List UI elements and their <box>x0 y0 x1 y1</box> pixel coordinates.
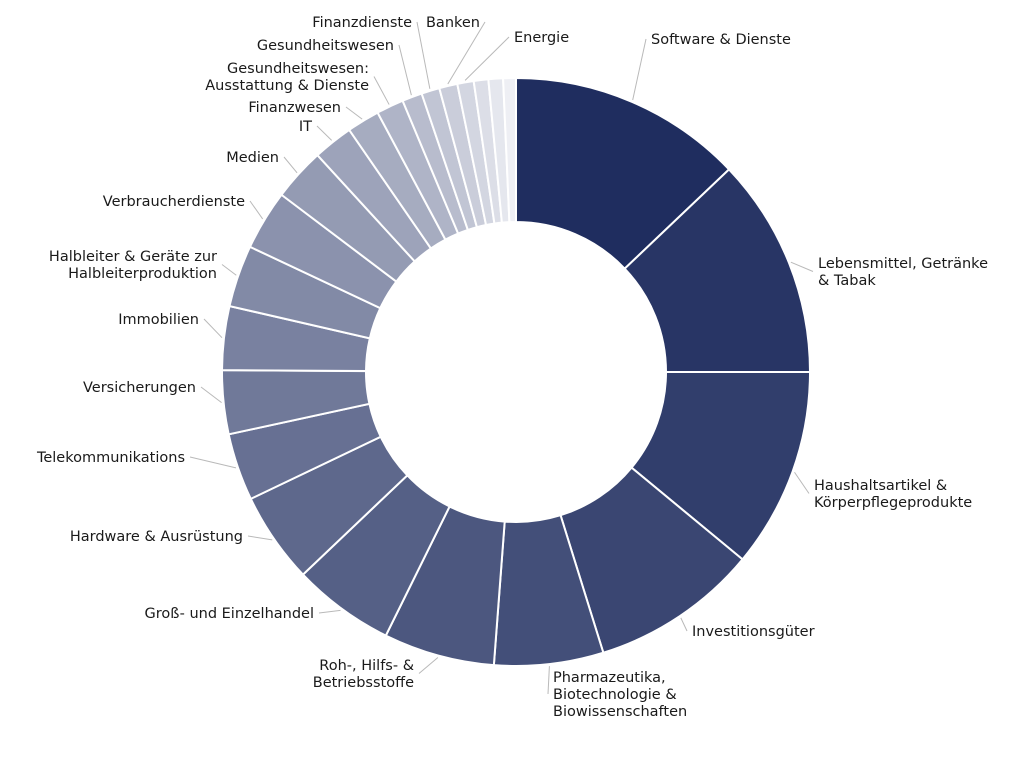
label-line: Lebensmittel, Getränke <box>818 256 988 272</box>
label-line: Hardware & Ausrüstung <box>70 529 243 545</box>
label-gross-und-einzelhandel: Groß- und Einzelhandel <box>144 606 314 622</box>
label-pharmazeutika-biotechnologie-biowissenschaften: Pharmazeutika, Biotechnologie & Biowissens… <box>553 670 687 720</box>
label-banken: Banken <box>426 15 480 31</box>
label-line: Finanzwesen <box>248 100 341 116</box>
leader-line-versicherungen <box>200 386 222 404</box>
label-haushaltsartikel-koerperpflegeprodukte: Haushaltsartikel & Körperpflegeprodukte <box>814 478 972 511</box>
label-line: Biowissenschaften <box>553 704 687 720</box>
label-verbraucherdienste: Verbraucherdienste <box>103 194 245 210</box>
label-line: IT <box>299 119 312 135</box>
label-medien: Medien <box>226 150 279 166</box>
label-hardware-ausruestung: Hardware & Ausrüstung <box>70 529 243 545</box>
leader-line-finanzdienste <box>416 21 431 89</box>
label-line: Ausstattung & Dienste <box>205 78 369 94</box>
leader-line-it <box>316 125 333 141</box>
leader-line-software-dienste <box>632 38 647 101</box>
label-line: Betriebsstoffe <box>313 675 414 691</box>
label-line: Verbraucherdienste <box>103 194 245 210</box>
labels-group: Software & Dienste Lebensmittel, Getränke… <box>36 15 988 720</box>
leader-line-verbraucherdienste <box>249 200 264 220</box>
label-line: Software & Dienste <box>651 32 791 48</box>
label-line: Investitionsgüter <box>692 624 815 640</box>
leader-line-immobilien <box>203 318 223 339</box>
label-versicherungen: Versicherungen <box>83 380 196 396</box>
label-line: Energie <box>514 30 569 46</box>
leader-line-hardware-ausruestung <box>247 535 273 541</box>
label-line: Gesundheitswesen <box>257 38 394 54</box>
leader-line-pharmazeutika-biotechnologie-biowissenschaften <box>547 666 550 695</box>
label-line: Körperpflegeprodukte <box>814 495 972 511</box>
label-line: Biotechnologie & <box>553 687 677 703</box>
leader-line-gesundheitswesen-ausstattung-dienste <box>373 76 390 105</box>
label-roh-hilfs-betriebsstoffe: Roh-, Hilfs- & Betriebsstoffe <box>313 658 414 691</box>
label-software-dienste: Software & Dienste <box>651 32 791 48</box>
leader-line-lebensmittel-getraenke-tabak <box>790 261 814 272</box>
slices-group <box>220 76 812 667</box>
label-finanzdienste: Finanzdienste <box>312 15 412 31</box>
slice-software-dienste <box>515 76 731 271</box>
label-finanzwesen: Finanzwesen <box>248 100 341 116</box>
label-halbleiter-geraete-zur-halbleiterproduktion: Halbleiter & Geräte zur Halbleiterprodukt… <box>49 249 217 282</box>
label-investitionsgueter: Investitionsgüter <box>692 624 815 640</box>
label-telekommunikations: Telekommunikations <box>36 450 185 466</box>
leader-line-gross-und-einzelhandel <box>318 609 341 614</box>
label-gesundheitswesen-ausstattung-dienste: Gesundheitswesen: Ausstattung & Dienste <box>205 61 369 94</box>
label-line: Immobilien <box>118 312 199 328</box>
label-line: Banken <box>426 15 480 31</box>
label-line: Medien <box>226 150 279 166</box>
leader-line-roh-hilfs-betriebsstoffe <box>418 657 439 674</box>
label-it: IT <box>299 119 312 135</box>
leader-line-investitionsgueter <box>680 617 688 632</box>
label-line: Versicherungen <box>83 380 196 396</box>
label-line: Telekommunikations <box>36 450 185 466</box>
leader-lines-group <box>189 21 814 695</box>
label-line: Pharmazeutika, <box>553 670 666 686</box>
label-lebensmittel-getraenke-tabak: Lebensmittel, Getränke & Tabak <box>818 256 988 289</box>
leader-line-energie <box>464 36 510 81</box>
slice-unlabeled-24 <box>502 76 517 224</box>
label-line: & Tabak <box>818 273 876 289</box>
label-line: Finanzdienste <box>312 15 412 31</box>
label-energie: Energie <box>514 30 569 46</box>
label-line: Haushaltsartikel & <box>814 478 947 494</box>
label-line: Roh-, Hilfs- & <box>319 658 414 674</box>
label-line: Halbleiter & Geräte zur <box>49 249 217 265</box>
leader-line-haushaltsartikel-koerperpflegeprodukte <box>794 471 810 494</box>
leader-line-gesundheitswesen <box>398 44 412 96</box>
leader-line-finanzwesen <box>345 106 363 120</box>
leader-line-medien <box>283 156 298 174</box>
label-line: Groß- und Einzelhandel <box>144 606 314 622</box>
leader-line-telekommunikations <box>189 456 237 469</box>
label-line: Halbleiterproduktion <box>68 266 217 282</box>
leader-line-halbleiter-geraete-zur-halbleiterproduktion <box>221 264 237 276</box>
label-immobilien: Immobilien <box>118 312 199 328</box>
label-line: Gesundheitswesen: <box>227 61 369 77</box>
label-gesundheitswesen: Gesundheitswesen <box>257 38 394 54</box>
leader-line-banken <box>447 21 486 85</box>
